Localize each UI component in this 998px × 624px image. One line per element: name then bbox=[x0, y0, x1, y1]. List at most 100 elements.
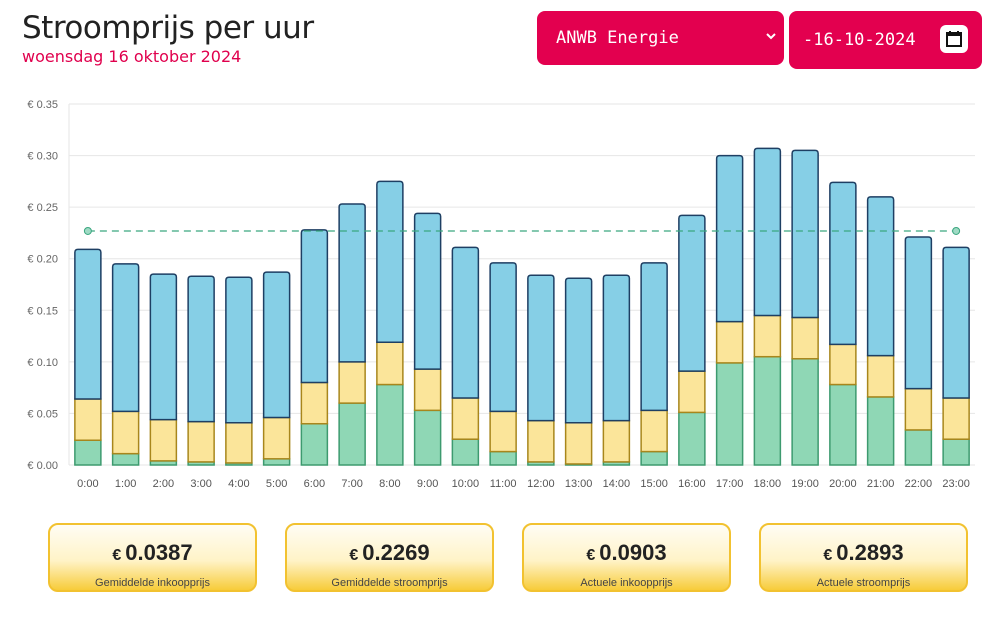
x-tick-label: 15:00 bbox=[640, 478, 668, 490]
bar-segment-top bbox=[451, 246, 480, 399]
bar-segment bbox=[451, 438, 480, 466]
x-tick-label: 1:00 bbox=[115, 478, 136, 490]
y-tick-label: € 0.00 bbox=[27, 460, 58, 472]
y-tick-label: € 0.25 bbox=[27, 202, 58, 214]
bar-segment bbox=[564, 421, 593, 465]
bar-segment bbox=[149, 418, 178, 462]
bar-segment bbox=[376, 341, 404, 386]
bar-segment bbox=[602, 419, 631, 463]
date-picker-value: -16-10-2024 bbox=[803, 30, 916, 50]
page-title: Stroomprijs per uur bbox=[22, 10, 314, 46]
bar-segment bbox=[753, 314, 782, 358]
bar-segment-top bbox=[904, 236, 933, 390]
bar-segment bbox=[866, 354, 895, 398]
bar-segment bbox=[413, 409, 442, 466]
stat-card-current-price: €0.2893 Actuele stroomprijs bbox=[759, 523, 968, 592]
x-tick-label: 8:00 bbox=[379, 478, 400, 490]
bar-segment bbox=[376, 383, 404, 466]
bar-segment-top bbox=[376, 180, 404, 344]
x-tick-label: 6:00 bbox=[304, 478, 325, 490]
bar-segment bbox=[225, 421, 253, 464]
y-tick-label: € 0.30 bbox=[27, 151, 58, 163]
bar-segment bbox=[300, 381, 329, 425]
currency-symbol: € bbox=[112, 547, 122, 564]
bar-segment bbox=[715, 320, 744, 364]
currency-symbol: € bbox=[823, 547, 833, 564]
bar-segment-top bbox=[753, 147, 782, 317]
bar-segment-top bbox=[829, 181, 857, 346]
x-tick-label: 5:00 bbox=[266, 478, 287, 490]
x-tick-label: 18:00 bbox=[754, 478, 782, 490]
bar-segment bbox=[942, 397, 970, 440]
x-tick-label: 16:00 bbox=[678, 478, 706, 490]
x-tick-label: 10:00 bbox=[452, 478, 480, 490]
date-picker[interactable]: -16-10-2024 bbox=[789, 11, 982, 69]
x-tick-label: 11:00 bbox=[490, 478, 517, 490]
bar-segment bbox=[338, 361, 366, 404]
bar-segment bbox=[489, 450, 517, 466]
x-tick-label: 2:00 bbox=[153, 478, 174, 490]
bar-segment bbox=[300, 422, 329, 466]
x-tick-label: 4:00 bbox=[228, 478, 249, 490]
x-tick-label: 12:00 bbox=[527, 478, 555, 490]
y-tick-label: € 0.10 bbox=[27, 357, 58, 369]
x-tick-label: 3:00 bbox=[190, 478, 211, 490]
bar-segment bbox=[262, 458, 291, 466]
bar-segment-top bbox=[187, 275, 215, 423]
bar-segment bbox=[338, 402, 366, 466]
bar-segment bbox=[829, 343, 857, 386]
bar-segment bbox=[74, 439, 102, 466]
stat-card-avg-price: €0.2269 Gemiddelde stroomprijs bbox=[285, 523, 494, 592]
bar-segment-top bbox=[338, 203, 366, 363]
bar-segment bbox=[413, 368, 442, 412]
x-tick-label: 22:00 bbox=[905, 478, 933, 490]
bar-segment-top bbox=[602, 274, 631, 422]
bar-segment-top bbox=[527, 274, 555, 422]
bar-segment-top bbox=[111, 263, 140, 413]
bar-segment bbox=[527, 419, 555, 463]
bar-segment bbox=[753, 355, 782, 466]
stat-value: 0.0903 bbox=[599, 540, 667, 565]
x-tick-label: 13:00 bbox=[565, 478, 593, 490]
x-tick-label: 21:00 bbox=[867, 478, 895, 490]
bar-segment bbox=[262, 416, 291, 460]
stat-value: 0.0387 bbox=[125, 540, 193, 565]
bar-segment-top bbox=[942, 246, 970, 399]
supplier-select[interactable]: ANWB Energie bbox=[537, 11, 784, 65]
stat-label: Gemiddelde inkoopprijs bbox=[95, 577, 210, 589]
currency-symbol: € bbox=[349, 547, 359, 564]
bar-segment bbox=[904, 429, 933, 466]
bar-segment bbox=[829, 383, 857, 466]
bar-segment bbox=[489, 410, 517, 453]
stat-value: 0.2269 bbox=[362, 540, 430, 565]
bar-segment bbox=[791, 358, 819, 466]
x-tick-label: 17:00 bbox=[716, 478, 744, 490]
bar-segment-top bbox=[715, 154, 744, 323]
chevron-down-icon bbox=[766, 33, 776, 40]
page-subtitle-date: woensdag 16 oktober 2024 bbox=[22, 47, 242, 66]
bar-segment-top bbox=[149, 273, 178, 421]
average-line-point bbox=[952, 226, 961, 235]
bar-segment bbox=[640, 409, 668, 453]
bar-segment-top bbox=[564, 277, 593, 424]
bar-segment-top bbox=[300, 229, 329, 384]
bar-segment-top bbox=[74, 248, 102, 400]
x-tick-label: 19:00 bbox=[791, 478, 819, 490]
bar-segment bbox=[111, 410, 140, 455]
bar-segment bbox=[942, 438, 970, 466]
bar-segment-top bbox=[640, 262, 668, 412]
bar-segment-top bbox=[225, 276, 253, 424]
x-tick-label: 7:00 bbox=[341, 478, 362, 490]
stat-card-avg-purchase: €0.0387 Gemiddelde inkoopprijs bbox=[48, 523, 257, 592]
average-line-point bbox=[83, 226, 92, 235]
bar-segment-top bbox=[866, 196, 895, 357]
calendar-icon[interactable] bbox=[940, 25, 968, 53]
bar-segment bbox=[678, 411, 706, 466]
bar-segment-top bbox=[413, 212, 442, 370]
bar-segment bbox=[640, 450, 668, 466]
x-tick-label: 20:00 bbox=[829, 478, 857, 490]
bar-segment bbox=[904, 387, 933, 431]
x-tick-label: 9:00 bbox=[417, 478, 438, 490]
bar-segment bbox=[111, 452, 140, 466]
x-tick-label: 23:00 bbox=[942, 478, 970, 490]
